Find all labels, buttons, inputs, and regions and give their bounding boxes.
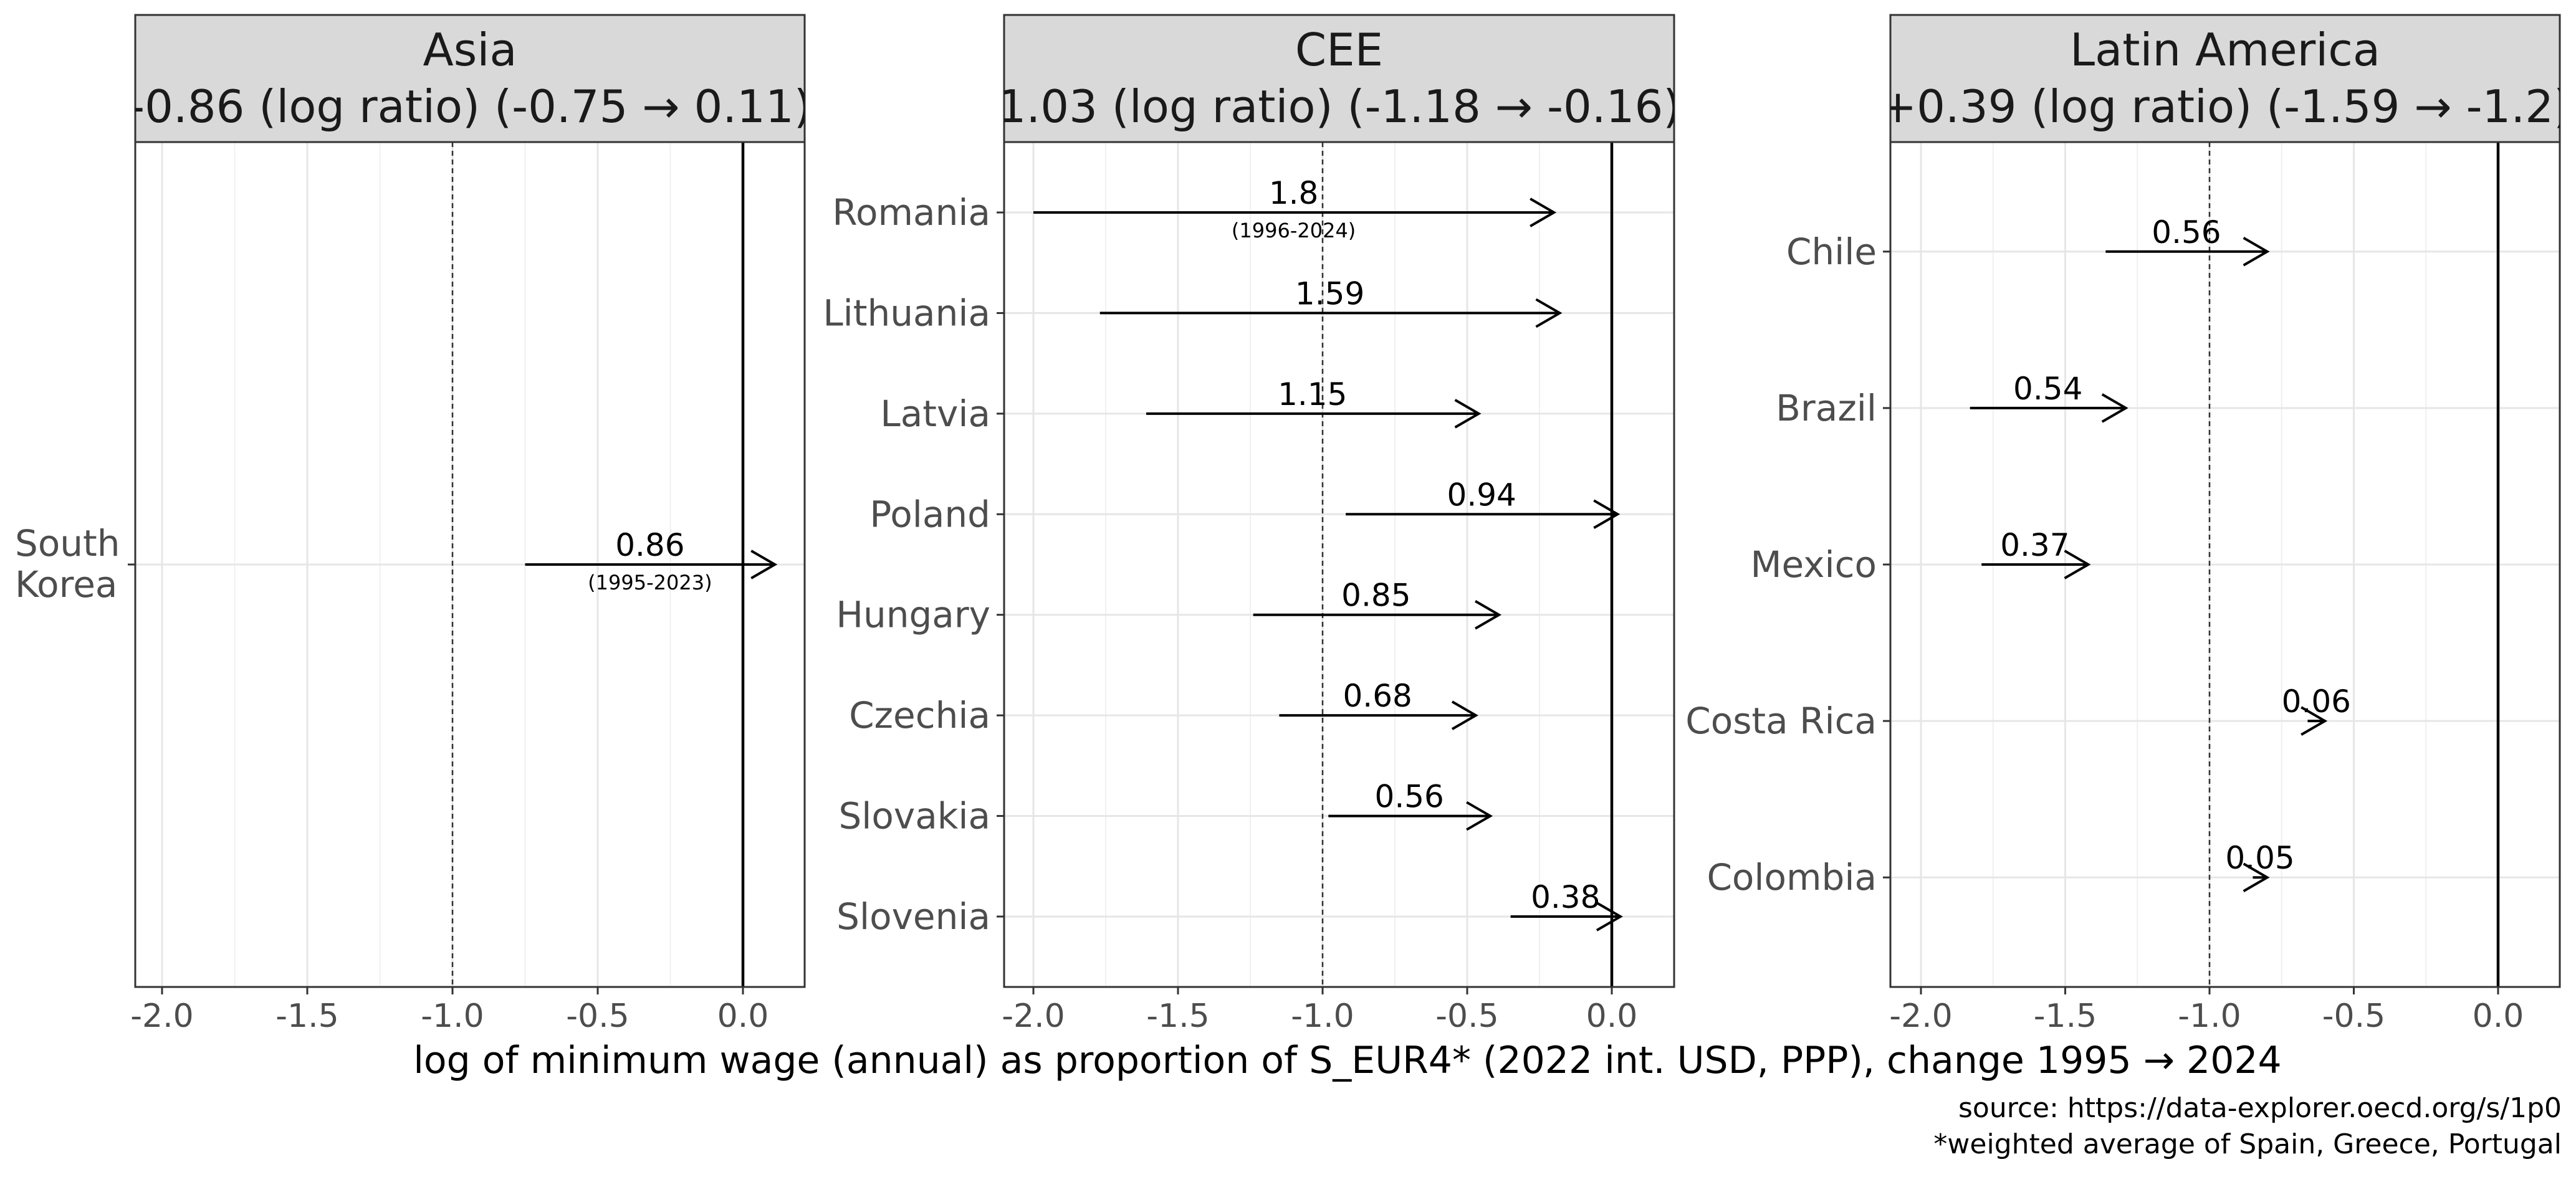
x-tick-label: -1.5 — [1146, 998, 1209, 1035]
panel-latin-america: Latin America+0.39 (log ratio) (-1.59 → … — [1685, 14, 2571, 1035]
strip-background — [1889, 14, 2561, 143]
x-tick-label: -1.0 — [1291, 998, 1354, 1035]
strip-background — [1003, 14, 1675, 143]
change-label-poland: 0.94 — [1447, 477, 1516, 513]
change-label-slovenia: 0.38 — [1531, 879, 1600, 915]
strip-subtitle: -0.86 (log ratio) (-0.75 → 0.11) — [128, 80, 812, 133]
arrowhead-chile — [2243, 237, 2270, 267]
x-tick-label: -2.0 — [1889, 998, 1952, 1035]
x-tick-label: -2.0 — [130, 998, 193, 1035]
change-label-south-korea: 0.86 — [615, 527, 684, 563]
y-label-south-korea: South Korea — [15, 522, 120, 606]
x-tick-label: -1.5 — [2034, 998, 2097, 1035]
arrowhead-poland — [1593, 499, 1621, 530]
x-tick-label: -1.5 — [275, 998, 338, 1035]
y-label-slovenia: Slovenia — [836, 895, 990, 938]
strip-text-group: Asia-0.86 (log ratio) (-0.75 → 0.11) — [128, 24, 812, 133]
y-label-costa-rica: Costa Rica — [1685, 700, 1877, 742]
y-label-poland: Poland — [869, 493, 990, 535]
arrowhead-lithuania — [1535, 298, 1563, 328]
y-label-line: South — [15, 522, 120, 565]
arrowhead-hungary — [1475, 599, 1502, 630]
y-label-latvia: Latvia — [880, 393, 990, 435]
y-label-line: Korea — [15, 563, 117, 606]
y-label-mexico: Mexico — [1750, 543, 1877, 586]
period-label-romania: (1996-2024) — [1232, 219, 1356, 242]
strip-title: CEE — [1295, 24, 1383, 76]
arrowhead-slovenia — [1596, 902, 1623, 932]
y-label-czechia: Czechia — [849, 694, 990, 736]
y-label-hungary: Hungary — [836, 594, 990, 636]
x-tick-label: 0.0 — [1586, 998, 1638, 1035]
x-tick-label: -0.5 — [2322, 998, 2385, 1035]
change-label-lithuania: 1.59 — [1295, 275, 1364, 312]
x-axis-title: log of minimum wage (annual) as proporti… — [413, 1039, 2281, 1082]
arrowhead-latvia — [1454, 399, 1482, 429]
y-label-chile: Chile — [1786, 231, 1877, 273]
change-label-costa-rica: 0.06 — [2282, 684, 2351, 720]
plot-area: 0.56 0.54 0.37 0.06 0.05 — [1890, 142, 2560, 987]
change-label-slovakia: 0.56 — [1375, 779, 1444, 815]
arrowhead-costa-rica — [2301, 706, 2328, 736]
strip-subtitle: +0.39 (log ratio) (-1.59 → -1.2) — [1879, 80, 2571, 133]
arrowhead-romania — [1530, 198, 1557, 227]
arrowhead-slovakia — [1466, 801, 1493, 831]
y-label-brazil: Brazil — [1776, 387, 1877, 429]
y-label-lithuania: Lithuania — [823, 292, 990, 334]
x-tick-label: -0.5 — [1435, 998, 1498, 1035]
change-label-czechia: 0.68 — [1343, 678, 1412, 714]
period-label-south-korea: (1995-2023) — [588, 571, 712, 594]
change-label-latvia: 1.15 — [1278, 376, 1347, 412]
change-label-colombia: 0.05 — [2225, 840, 2294, 876]
y-label-romania: Romania — [832, 191, 990, 234]
change-label-brazil: 0.54 — [2013, 371, 2082, 407]
arrowhead-mexico — [2064, 550, 2091, 579]
strip-text-group: Latin America+0.39 (log ratio) (-1.59 → … — [1879, 24, 2571, 133]
plot-area: 1.8 (1996-2024) 1.59 1.15 0.94 0.85 0.68 0.56 0.… — [1004, 142, 1674, 987]
caption-note: *weighted average of Spain, Greece, Port… — [1933, 1128, 2562, 1160]
change-label-romania: 1.8 — [1269, 175, 1319, 211]
plot-background — [1004, 142, 1674, 987]
arrowhead-brazil — [2101, 393, 2128, 423]
strip-title: Asia — [423, 24, 517, 76]
x-tick-label: 0.0 — [2473, 998, 2524, 1035]
caption-source: source: https://data-explorer.oecd.org/s… — [1958, 1092, 2562, 1124]
panel-border — [1003, 141, 1675, 988]
plot-area: 0.86 (1995-2023) — [135, 142, 805, 987]
arrowhead-czechia — [1451, 700, 1478, 730]
x-tick-label: 0.0 — [717, 998, 769, 1035]
y-label-slovakia: Slovakia — [838, 795, 990, 837]
strip-subtitle: 1.03 (log ratio) (-1.18 → -0.16) — [998, 80, 1681, 133]
strip-background — [134, 14, 806, 143]
change-label-mexico: 0.37 — [2000, 527, 2069, 563]
arrowhead-colombia — [2243, 862, 2270, 892]
x-tick-label: -1.0 — [2178, 998, 2241, 1035]
strip-title: Latin America — [2070, 24, 2380, 76]
x-tick-label: -1.0 — [421, 998, 484, 1035]
change-label-hungary: 0.85 — [1341, 578, 1410, 614]
x-tick-label: -2.0 — [1002, 998, 1065, 1035]
y-label-colombia: Colombia — [1707, 856, 1877, 898]
x-tick-label: -0.5 — [566, 998, 629, 1035]
panel-asia: Asia-0.86 (log ratio) (-0.75 → 0.11)0.86… — [15, 14, 812, 1035]
change-label-chile: 0.56 — [2152, 214, 2221, 250]
arrowhead-south-korea — [750, 550, 778, 579]
